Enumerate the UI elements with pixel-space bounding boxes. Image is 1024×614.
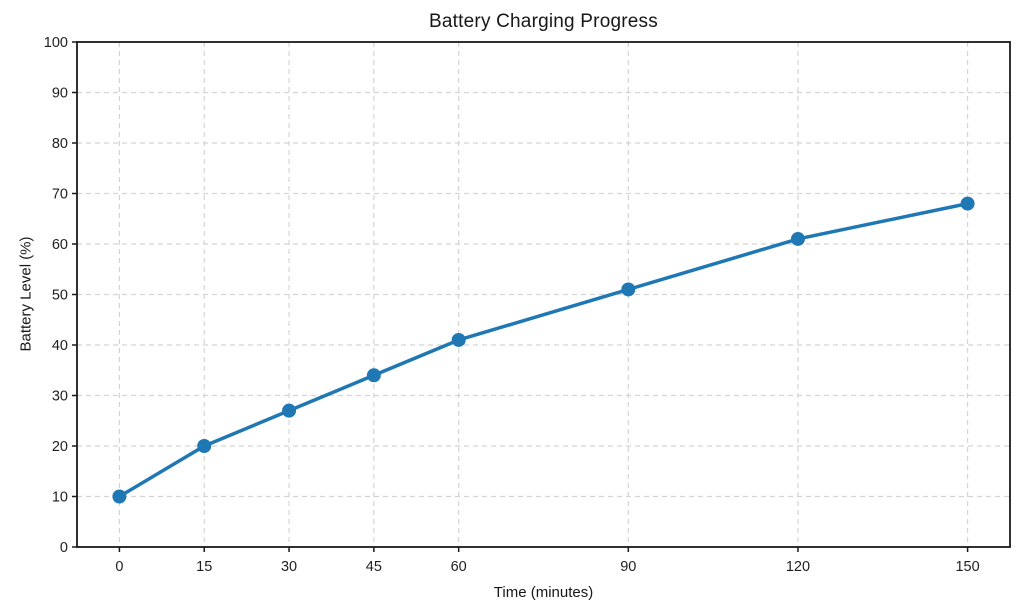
x-tick-label: 120 [786, 559, 810, 575]
data-point-marker [366, 368, 381, 383]
data-point-marker [197, 439, 212, 453]
x-tick-label: 45 [366, 559, 382, 575]
x-tick-label: 0 [115, 559, 123, 575]
y-tick-label: 30 [52, 389, 68, 405]
y-axis-label: Battery Level (%) [17, 236, 35, 352]
y-tick-label: 40 [52, 338, 68, 354]
y-tick-label: 100 [44, 35, 68, 51]
x-tick-label: 60 [451, 559, 467, 575]
y-tick-label: 70 [52, 187, 68, 203]
chart-title: Battery Charging Progress [429, 11, 658, 32]
x-tick-label: 150 [955, 559, 979, 575]
x-axis-label: Time (minutes) [493, 584, 594, 601]
y-tick-label: 10 [52, 490, 68, 506]
y-tick-label: 20 [52, 439, 68, 455]
battery-level-line [117, 201, 970, 499]
data-point-marker [282, 403, 297, 418]
y-tick-label: 0 [60, 540, 68, 556]
data-point-marker [621, 282, 636, 297]
y-tick-label: 80 [52, 136, 68, 152]
data-point-marker [960, 196, 975, 211]
data-point-marker [451, 332, 466, 347]
x-tick-label: 90 [620, 559, 636, 575]
x-tick-label: 30 [281, 559, 297, 575]
y-tick-label: 60 [52, 237, 68, 253]
x-tick-label: 15 [196, 559, 212, 575]
data-point-marker [790, 231, 805, 246]
data-point-marker [112, 489, 127, 504]
y-tick-label: 50 [52, 288, 68, 304]
y-tick-label: 90 [52, 86, 68, 102]
